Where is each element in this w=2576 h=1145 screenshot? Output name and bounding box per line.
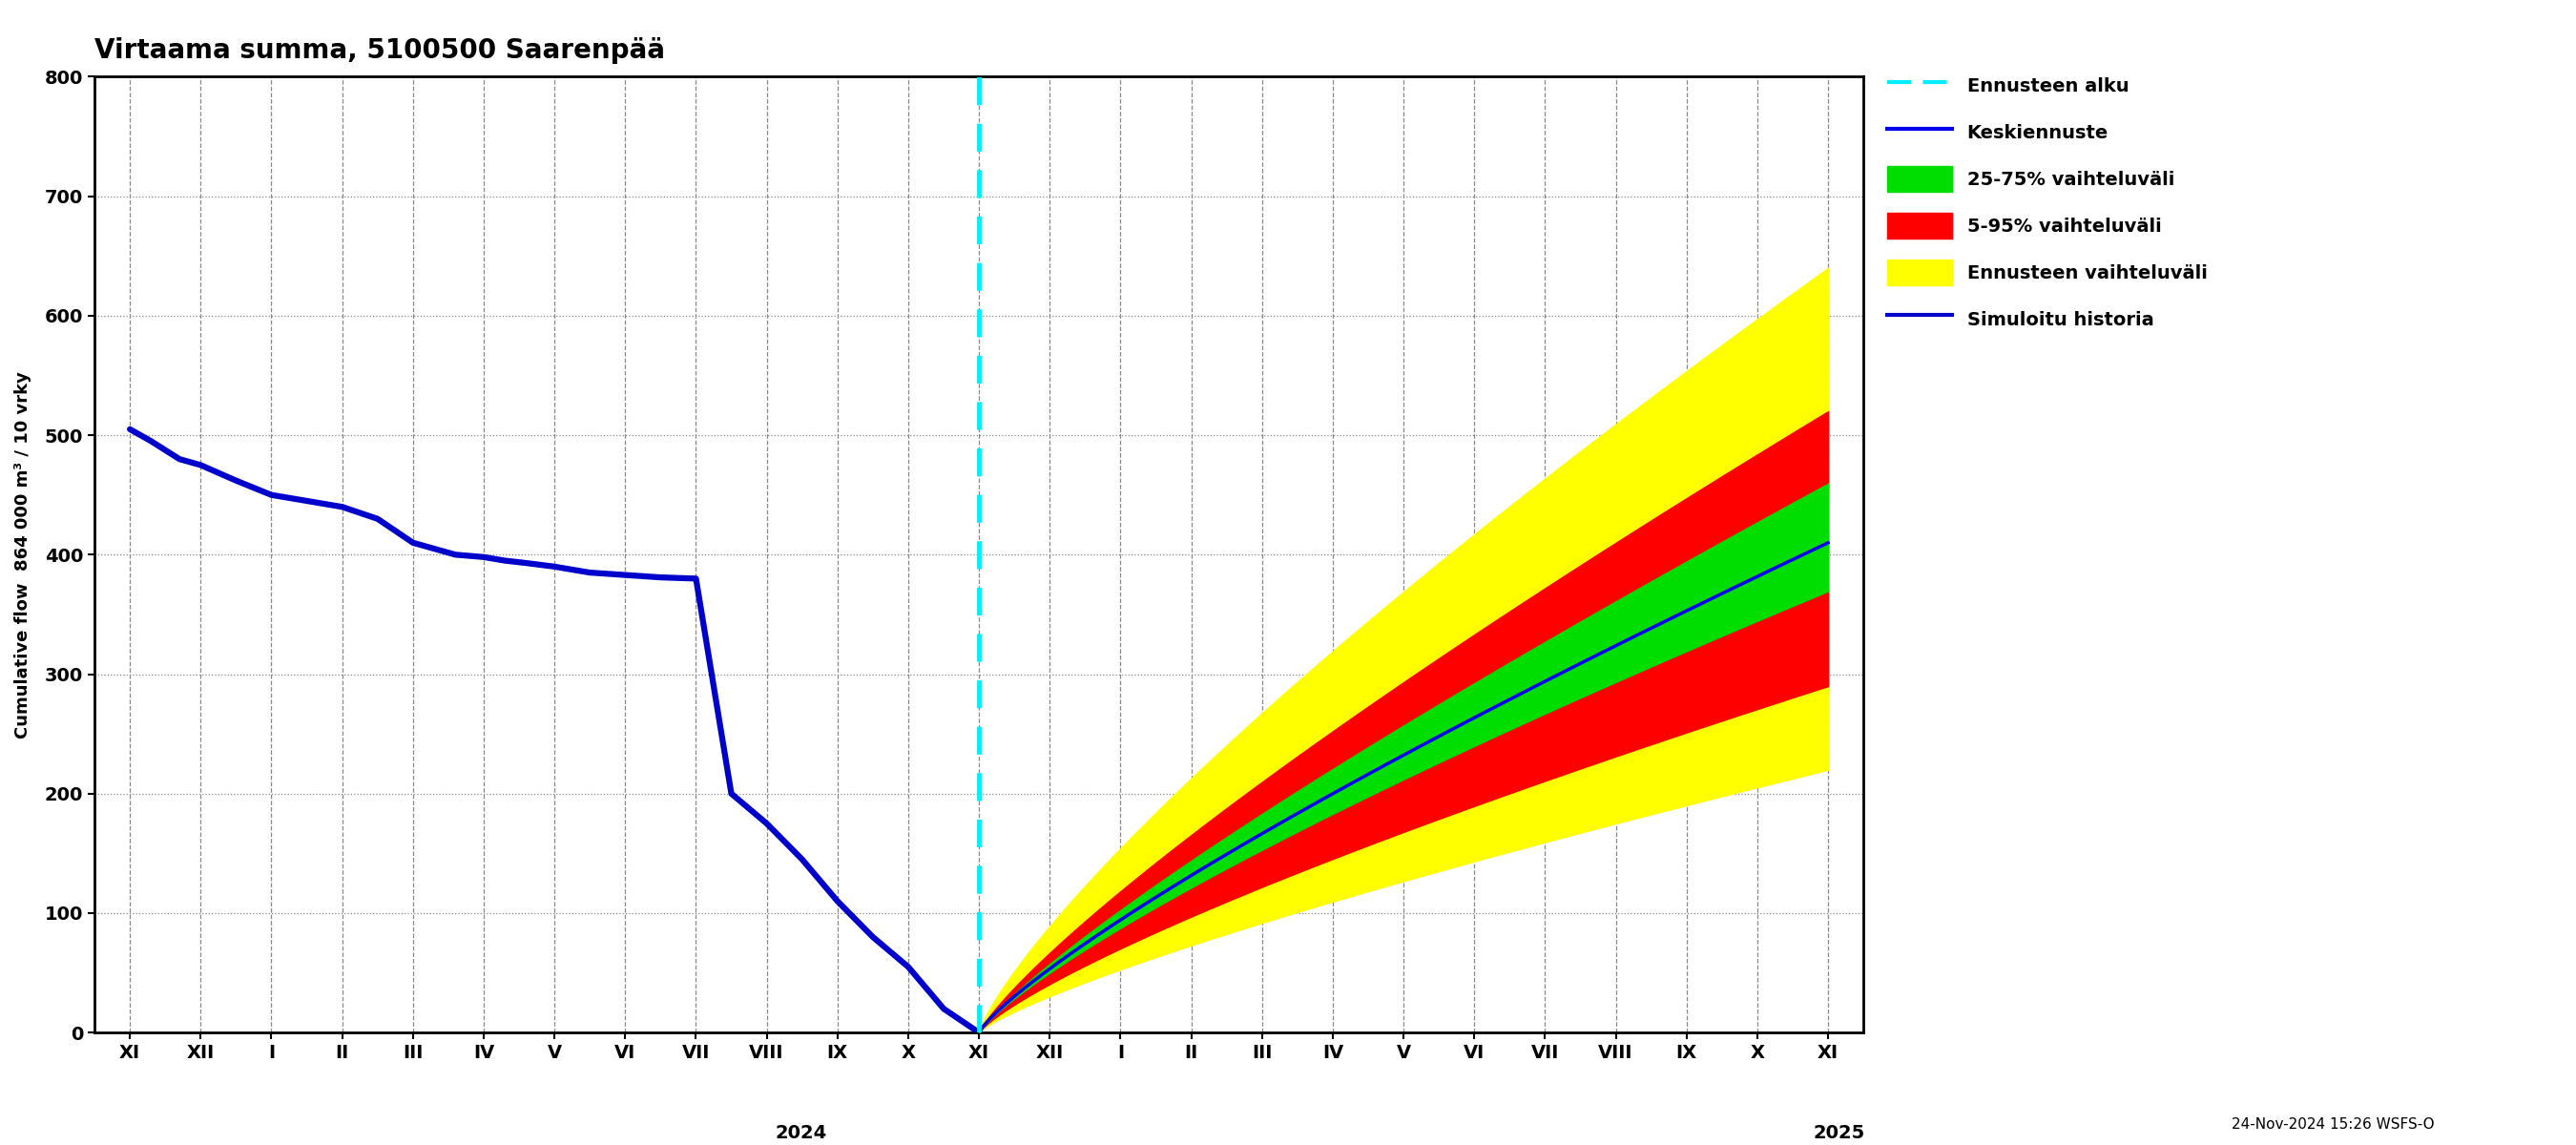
Text: 24-Nov-2024 15:26 WSFS-O: 24-Nov-2024 15:26 WSFS-O xyxy=(2231,1118,2434,1131)
Text: Virtaama summa, 5100500 Saarenpää: Virtaama summa, 5100500 Saarenpää xyxy=(95,37,665,64)
Text: 2024: 2024 xyxy=(775,1123,827,1142)
Y-axis label: Cumulative flow  864 000 m³ / 10 vrky: Cumulative flow 864 000 m³ / 10 vrky xyxy=(15,371,31,739)
Text: 2025: 2025 xyxy=(1814,1123,1865,1142)
Legend: Ennusteen alku, Keskiennuste, 25-75% vaihteluväli, 5-95% vaihteluväli, Ennusteen: Ennusteen alku, Keskiennuste, 25-75% vai… xyxy=(1880,66,2213,338)
